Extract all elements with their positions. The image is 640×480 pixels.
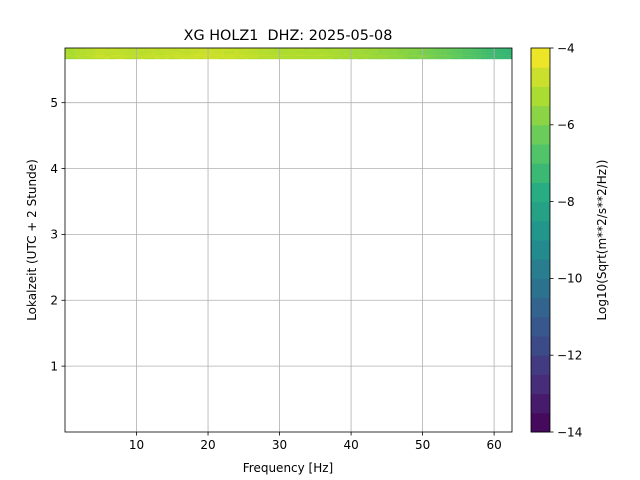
spectrogram-heatmap (65, 48, 512, 60)
chart-title: XG HOLZ1 DHZ: 2025-05-08 (184, 28, 393, 44)
